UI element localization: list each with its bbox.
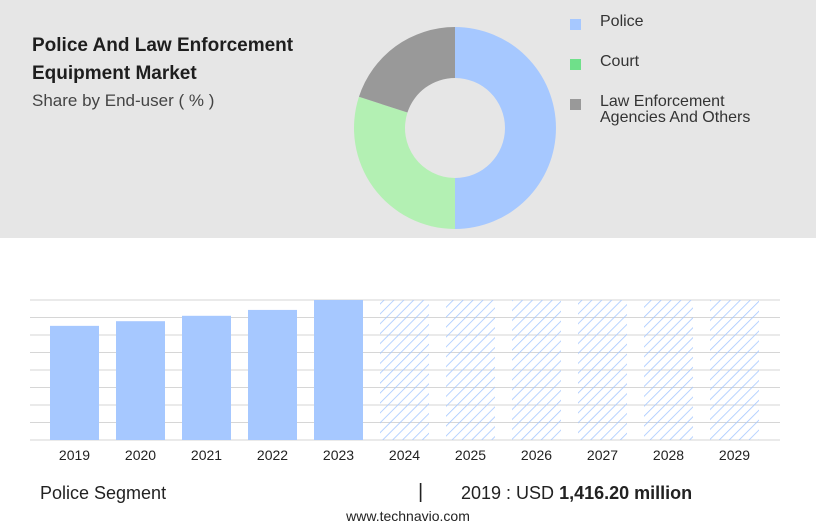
x-tick-label-2024: 2024: [389, 447, 420, 463]
x-tick-label-2019: 2019: [59, 447, 90, 463]
x-tick-label-2020: 2020: [125, 447, 156, 463]
legend: Police Court Law Enforcement Agencies An…: [568, 14, 808, 134]
segment-label: Police Segment: [40, 483, 167, 503]
bar-2029: [710, 300, 759, 440]
website-link[interactable]: www.technavio.com: [346, 508, 470, 524]
legend-text-court: Court: [600, 53, 640, 70]
bar-2027: [578, 300, 627, 440]
bar-2024: [380, 300, 429, 440]
x-tick-label-2028: 2028: [653, 447, 684, 463]
x-tick-label-2021: 2021: [191, 447, 222, 463]
legend-text-police: Police: [600, 13, 644, 30]
x-tick-label-2023: 2023: [323, 447, 354, 463]
donut-slice-police: [455, 27, 556, 229]
legend-label-police: Police: [600, 14, 800, 30]
footer-separator: |: [418, 481, 424, 503]
bar-2021: [182, 315, 231, 440]
legend-label-others: Law Enforcement Agencies And Others: [600, 94, 800, 126]
legend-label-court: Court: [600, 54, 800, 70]
bar-2026: [512, 300, 561, 440]
x-tick-label-2022: 2022: [257, 447, 288, 463]
donut-slice-others: [358, 27, 455, 113]
x-tick-label-2025: 2025: [455, 447, 486, 463]
bar-chart: 2019 2020 2021 2022 2023 2024 2025 2026 2027 2028…: [30, 299, 780, 463]
legend-item-police: Police: [568, 14, 808, 54]
bar-2019: [50, 325, 99, 440]
chart-title: Police And Law Enforcement Equipment Mar…: [32, 35, 294, 84]
segment-value-amount: 1,416.20 million: [559, 483, 693, 503]
legend-item-others: Law Enforcement Agencies And Others: [568, 94, 808, 134]
bar-2023: [314, 300, 363, 440]
x-tick-label-2027: 2027: [587, 447, 618, 463]
legend-text-others-line2: Agencies And Others: [600, 109, 751, 126]
donut-slice-court: [353, 96, 455, 230]
bar-2025: [446, 300, 495, 440]
legend-text-others-line1: Law Enforcement: [600, 93, 725, 110]
legend-swatch-police: [570, 19, 581, 30]
segment-value-prefix: 2019 : USD: [461, 483, 555, 503]
x-tick-label-2026: 2026: [521, 447, 552, 463]
bar-2028: [644, 300, 693, 440]
segment-value: 2019 : USD 1,416.20 million: [461, 483, 692, 504]
donut-chart: [353, 27, 556, 230]
legend-swatch-others: [570, 99, 581, 110]
chart-subtitle: Share by End-user ( % ): [32, 91, 215, 110]
x-tick-label-2029: 2029: [719, 447, 750, 463]
bar-2022: [248, 309, 297, 440]
bar-2020: [116, 321, 165, 440]
legend-item-court: Court: [568, 54, 808, 94]
legend-swatch-court: [570, 59, 581, 70]
